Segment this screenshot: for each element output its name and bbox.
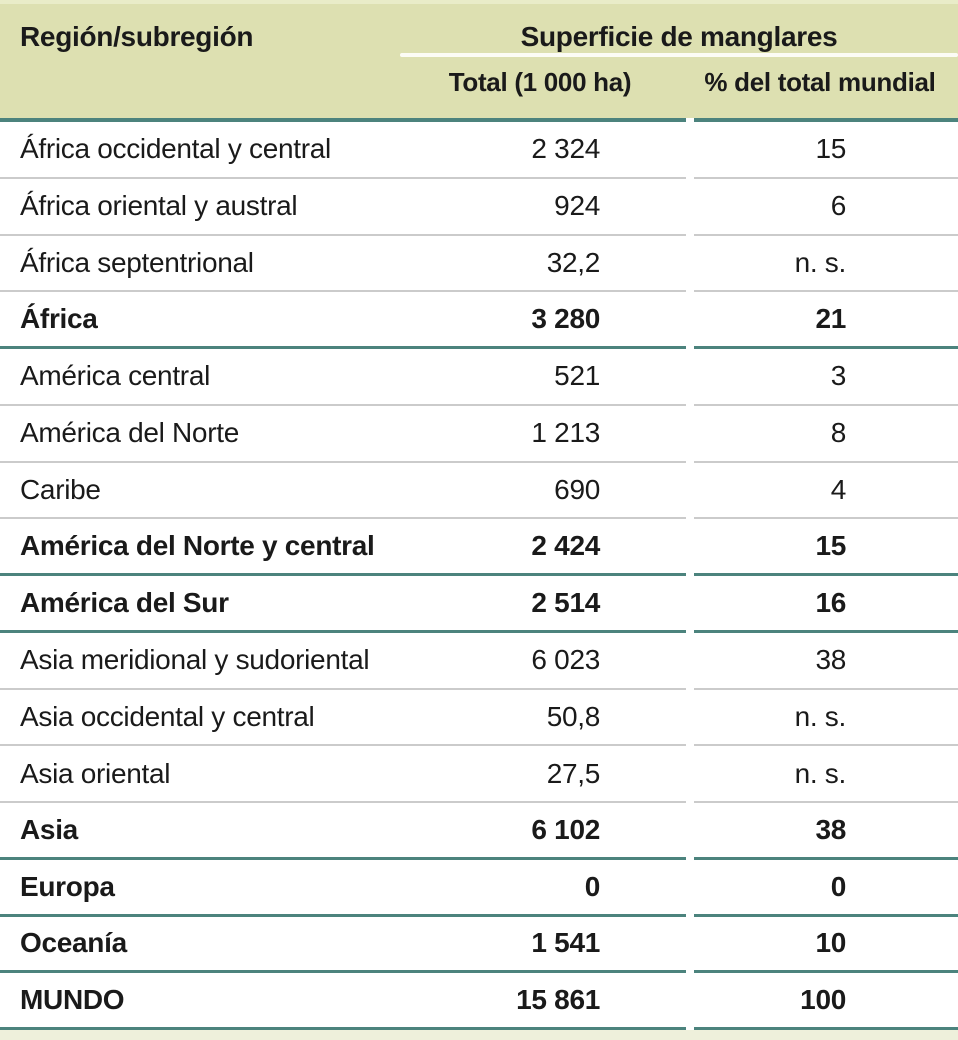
cell-pct: 8 <box>694 406 958 463</box>
cell-total: 0 <box>584 870 601 902</box>
cell-total: 1 213 <box>531 417 600 449</box>
cell-pct: 0 <box>694 860 958 917</box>
cell-total: 521 <box>554 360 600 392</box>
cell-pct: 15 <box>694 122 958 179</box>
cell-pct: 10 <box>694 917 958 974</box>
table-row: Asia meridional y sudoriental 6 023 38 <box>0 633 958 690</box>
cell-total: 2 324 <box>531 133 600 165</box>
table-row-summary: América del Norte y central 2 424 15 <box>0 519 958 576</box>
cell-region: África oriental y austral <box>20 190 298 222</box>
header-subrow: Total (1 000 ha) % del total mundial <box>0 57 958 118</box>
header-bottom-border <box>0 118 958 122</box>
cell-region: África occidental y central <box>20 133 331 165</box>
cell-pct: 3 <box>694 349 958 406</box>
cell-region: África <box>20 303 98 335</box>
top-edge-strip <box>0 0 958 4</box>
cell-total: 924 <box>554 190 600 222</box>
cell-pct: n. s. <box>694 746 958 803</box>
cell-total: 2 424 <box>531 530 600 562</box>
table-row: América del Norte 1 213 8 <box>0 406 958 463</box>
table-row: Caribe 690 4 <box>0 463 958 520</box>
cell-pct: 15 <box>694 519 958 576</box>
cell-total: 3 280 <box>531 303 600 335</box>
cell-region: Caribe <box>20 473 101 505</box>
cell-region: África septentrional <box>20 246 254 278</box>
cell-region: Asia occidental y central <box>20 700 315 732</box>
cell-region: América del Norte y central <box>20 530 375 562</box>
cell-total: 50,8 <box>546 700 601 732</box>
table-row: África oriental y austral 924 6 <box>0 179 958 236</box>
cell-pct: 6 <box>694 179 958 236</box>
header-group-underline <box>400 53 958 57</box>
cell-pct: 16 <box>694 576 958 633</box>
header-group-label: Superficie de manglares <box>520 20 838 52</box>
bottom-edge-strip <box>0 1030 958 1040</box>
cell-region: Asia <box>20 813 78 845</box>
cell-total: 1 541 <box>531 927 600 959</box>
table-row-summary: África 3 280 21 <box>0 292 958 349</box>
cell-region: Oceanía <box>20 927 127 959</box>
cell-total: 15 861 <box>516 984 600 1016</box>
cell-region: América central <box>20 360 211 392</box>
cell-pct: 38 <box>694 803 958 860</box>
cell-total: 32,2 <box>546 246 601 278</box>
table-row-summary: América del Sur 2 514 16 <box>0 576 958 633</box>
cell-region: MUNDO <box>20 984 125 1016</box>
column-header-total: Total (1 000 ha) <box>448 67 632 97</box>
table-row: África septentrional 32,2 n. s. <box>0 236 958 293</box>
cell-total: 2 514 <box>531 586 600 618</box>
cell-region: América del Norte <box>20 417 239 449</box>
table-row-summary: Asia 6 102 38 <box>0 803 958 860</box>
column-header-pct: % del total mundial <box>704 67 936 97</box>
cell-total: 690 <box>554 473 600 505</box>
cell-pct: n. s. <box>694 236 958 293</box>
cell-total: 6 102 <box>531 813 600 845</box>
header-top-row: Región/subregión Superficie de manglares <box>0 4 958 53</box>
table-row-summary: Europa 0 0 <box>0 860 958 917</box>
table-header: Región/subregión Superficie de manglares… <box>0 4 958 118</box>
table-row-summary: Oceanía 1 541 10 <box>0 917 958 974</box>
cell-total: 27,5 <box>546 757 601 789</box>
header-region-label: Región/subregión <box>20 20 254 52</box>
cell-region: Asia meridional y sudoriental <box>20 644 370 676</box>
cell-region: Asia oriental <box>20 757 171 789</box>
table-row: Asia occidental y central 50,8 n. s. <box>0 690 958 747</box>
table-row: Asia oriental 27,5 n. s. <box>0 746 958 803</box>
table-row-total-world: MUNDO 15 861 100 <box>0 973 958 1030</box>
cell-region: América del Sur <box>20 586 229 618</box>
table-row: África occidental y central 2 324 15 <box>0 122 958 179</box>
cell-total: 6 023 <box>531 644 600 676</box>
cell-pct: 4 <box>694 463 958 520</box>
cell-region: Europa <box>20 870 115 902</box>
cell-pct: 100 <box>694 973 958 1030</box>
table-row: América central 521 3 <box>0 349 958 406</box>
cell-pct: n. s. <box>694 690 958 747</box>
cell-pct: 21 <box>694 292 958 349</box>
cell-pct: 38 <box>694 633 958 690</box>
table-body: África occidental y central 2 324 15 Áfri… <box>0 122 958 1030</box>
